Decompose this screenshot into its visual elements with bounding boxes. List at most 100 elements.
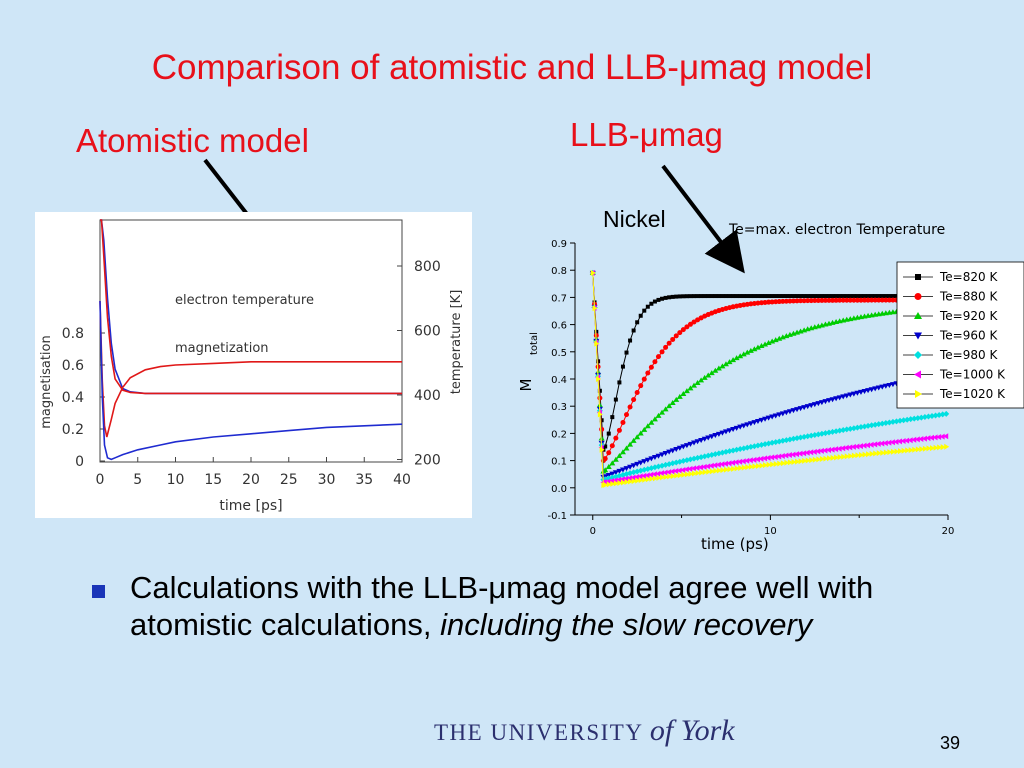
data-point: [694, 464, 700, 471]
data-point: [783, 298, 789, 304]
data-point: [628, 338, 633, 343]
data-point: [783, 452, 789, 459]
data-point: [868, 387, 875, 393]
data-point: [773, 294, 778, 299]
data-point: [925, 413, 932, 420]
data-point: [616, 427, 622, 433]
data-point: [748, 463, 754, 470]
data-point: [914, 436, 920, 443]
data-point: [695, 470, 701, 477]
data-point: [670, 336, 676, 342]
data-point: [687, 321, 693, 327]
data-point: [613, 397, 618, 402]
data-point: [779, 334, 786, 340]
data-point: [648, 465, 655, 472]
data-point: [666, 449, 673, 455]
data-point: [854, 297, 860, 303]
data-point: [651, 455, 658, 461]
data-point: [731, 294, 736, 299]
data-point: [882, 440, 888, 447]
data-point: [869, 297, 875, 303]
data-point: [720, 467, 726, 474]
data-point: [619, 471, 626, 478]
data-point: [712, 462, 718, 469]
data-point: [886, 382, 893, 388]
data-point: [752, 463, 758, 470]
data-point: [836, 445, 842, 452]
data-point: [777, 294, 782, 299]
y-tick-label: 0.8: [551, 266, 567, 277]
data-point: [883, 294, 888, 299]
data-point: [784, 459, 790, 466]
data-point: [797, 406, 804, 412]
data-point: [683, 443, 690, 449]
series-Te=880 K: [590, 270, 949, 464]
data-point: [770, 461, 776, 468]
data-point: [798, 294, 803, 299]
data-point: [694, 380, 701, 386]
y2-tick-label: 200: [414, 453, 441, 469]
data-point: [681, 471, 687, 478]
data-point: [857, 389, 864, 395]
data-point: [666, 403, 673, 409]
data-point: [848, 294, 853, 299]
data-point: [773, 299, 779, 305]
y-tick-label: 0.0: [551, 484, 567, 495]
data-point: [873, 294, 878, 299]
data-point: [869, 294, 874, 299]
data-point: [769, 299, 775, 305]
data-point: [850, 443, 856, 450]
data-point: [769, 414, 776, 420]
data-point: [921, 414, 928, 421]
data-point: [787, 459, 793, 466]
data-point: [719, 363, 726, 369]
data-point: [733, 459, 739, 466]
data-point: [609, 471, 616, 477]
data-point: [635, 477, 641, 484]
data-point: [734, 465, 740, 472]
data-point: [606, 450, 612, 456]
data-point: [590, 269, 596, 276]
y-tick-label: 0: [75, 454, 84, 470]
data-point: [801, 298, 807, 304]
series-Te=1020 K: [590, 269, 950, 489]
data-point: [719, 461, 725, 468]
data-point: [879, 420, 886, 427]
data-point: [825, 447, 831, 454]
data-point: [698, 377, 705, 383]
data-point: [872, 441, 878, 448]
series-line-magnetization: [99, 300, 402, 438]
data-point: [759, 462, 765, 469]
data-point: [620, 419, 626, 425]
data-point: [644, 472, 650, 479]
label-atomistic-model: Atomistic model: [76, 122, 309, 159]
data-point: [698, 438, 705, 444]
data-point: [627, 475, 633, 482]
data-point: [699, 469, 705, 476]
data-point: [659, 349, 665, 355]
data-point: [843, 393, 850, 399]
data-point: [651, 471, 657, 478]
data-point: [815, 431, 822, 438]
data-point: [673, 447, 680, 453]
data-point: [918, 435, 924, 442]
data-point: [883, 297, 889, 303]
data-point: [723, 294, 728, 299]
data-point: [844, 294, 849, 299]
data-point: [726, 460, 732, 467]
data-point: [616, 476, 622, 483]
data-point: [751, 346, 758, 352]
data-point: [819, 297, 825, 303]
data-point: [737, 446, 744, 453]
data-point: [720, 294, 725, 299]
data-point: [858, 451, 864, 458]
data-point: [758, 342, 765, 348]
x-tick-label: 5: [133, 472, 142, 488]
data-point: [936, 433, 942, 440]
data-point: [649, 301, 654, 306]
data-point: [830, 454, 836, 461]
data-point: [616, 453, 623, 459]
bullet-text: Calculations with the LLB-μmag model agr…: [130, 569, 950, 643]
y2-tick-label: 600: [414, 324, 441, 340]
data-point: [847, 444, 853, 451]
